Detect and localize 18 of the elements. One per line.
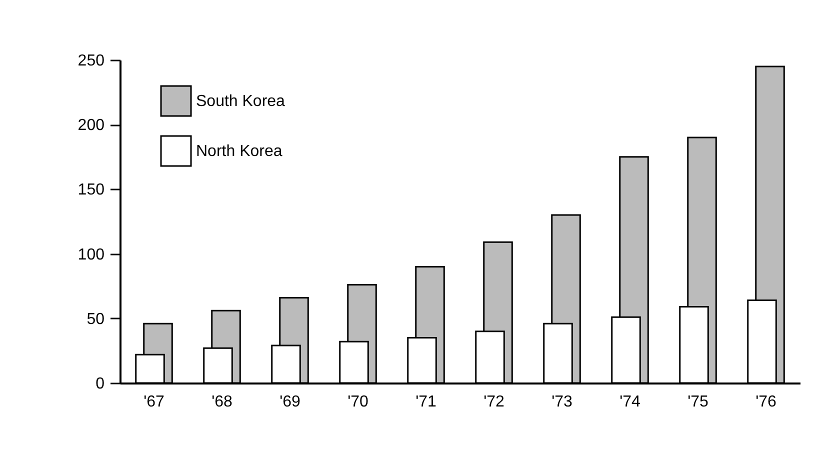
- legend-label: South Korea: [196, 93, 286, 110]
- y-tick-label: 0: [96, 376, 105, 392]
- y-tick-label: 250: [78, 52, 105, 70]
- x-tick-label: '71: [416, 394, 437, 410]
- x-tick-label: '68: [212, 394, 233, 410]
- y-tick-label: 150: [78, 182, 105, 199]
- x-tick-label: '73: [552, 394, 573, 410]
- x-tick-label: '76: [756, 394, 777, 410]
- x-tick-label: '75: [688, 394, 709, 410]
- x-tick-label: '72: [484, 394, 505, 410]
- x-tick-label: '69: [280, 394, 301, 410]
- legend-label: North Korea: [196, 143, 282, 160]
- y-tick-label: 100: [78, 246, 105, 264]
- x-tick-label: '74: [620, 394, 641, 410]
- y-tick-label: 200: [78, 117, 105, 134]
- x-tick-label: '67: [144, 394, 165, 410]
- x-tick-label: '70: [348, 394, 369, 410]
- y-tick-label: 50: [86, 310, 105, 328]
